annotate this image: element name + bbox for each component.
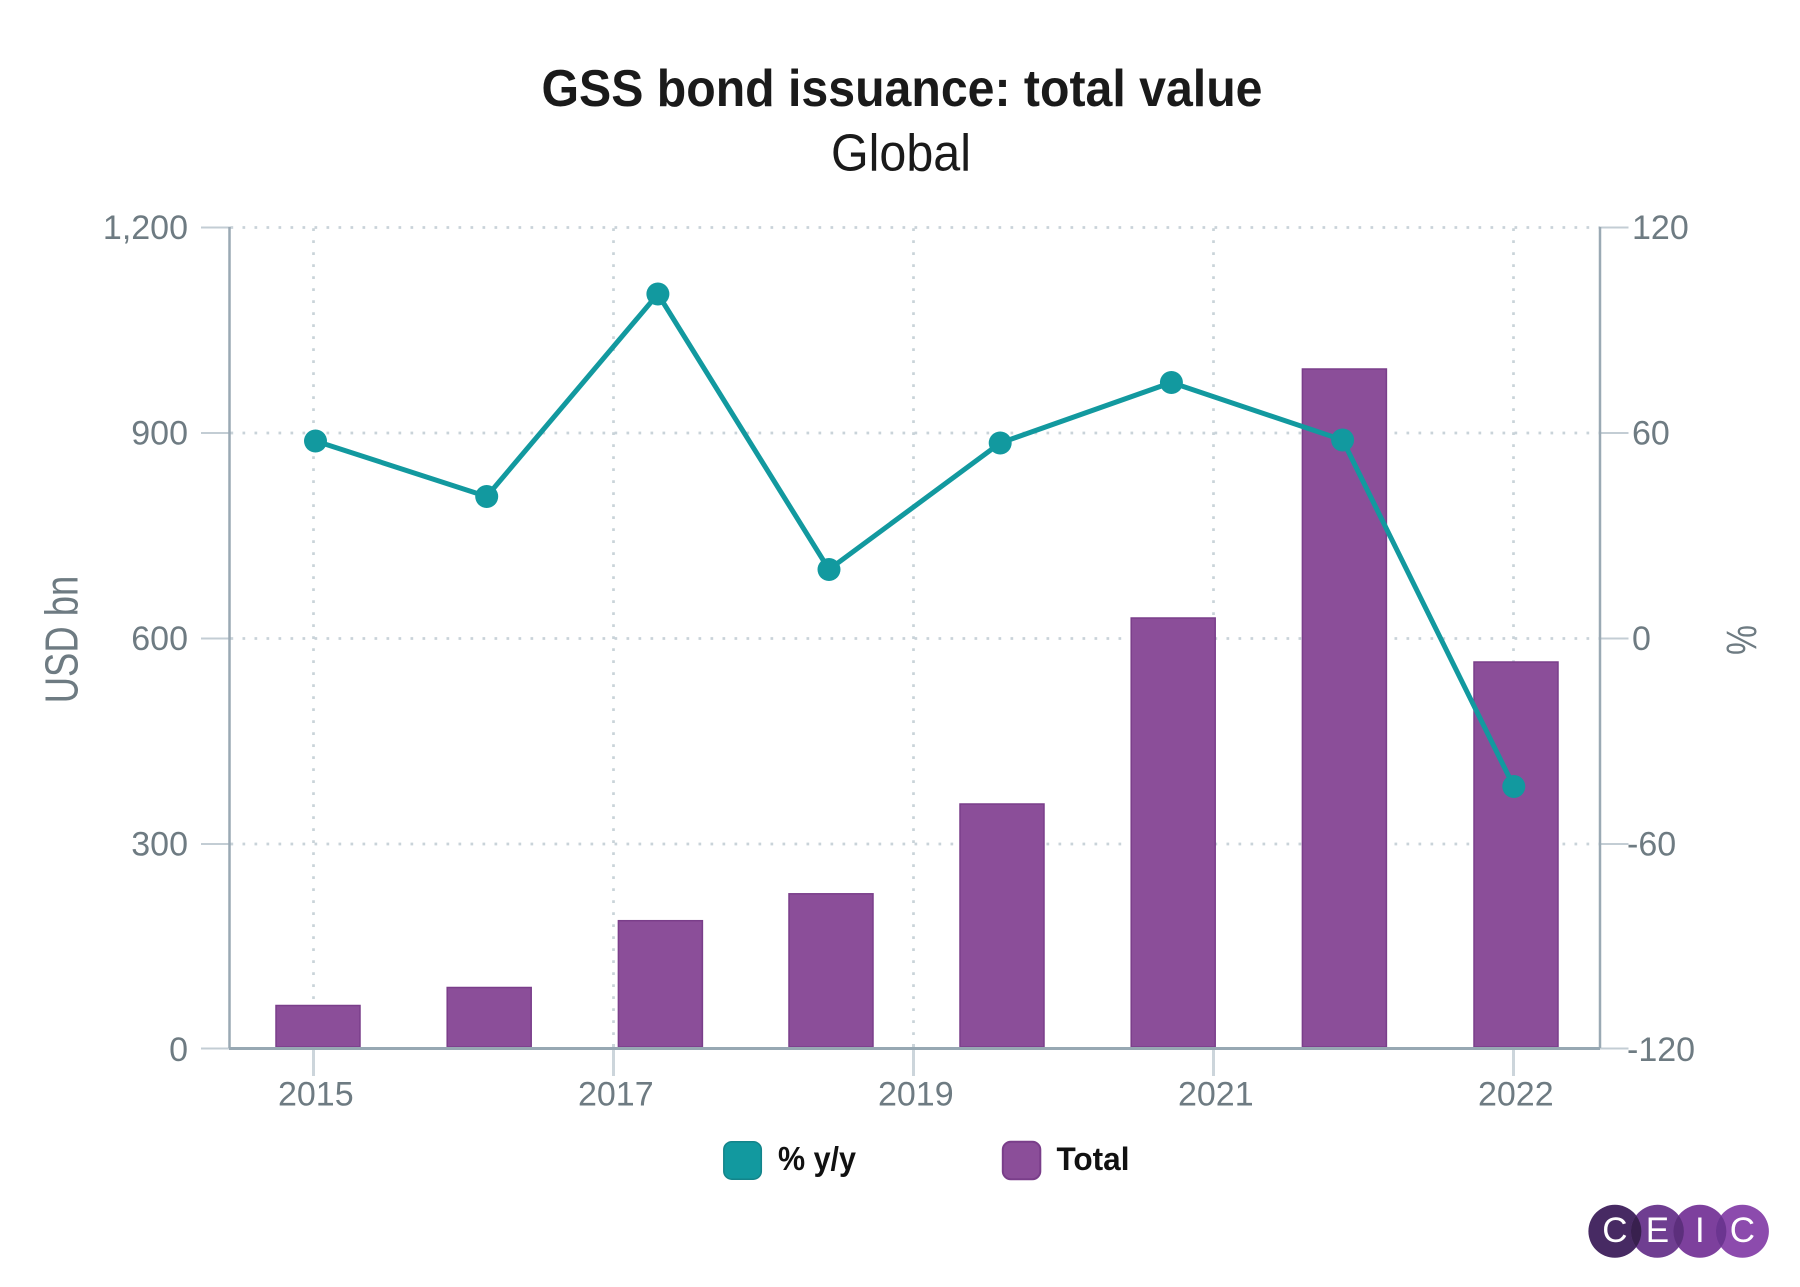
- svg-text:Total: Total: [1057, 1141, 1130, 1177]
- svg-text:E: E: [1646, 1211, 1669, 1250]
- svg-text:GSS bond issuance: total value: GSS bond issuance: total value: [542, 60, 1263, 118]
- svg-text:2017: 2017: [578, 1075, 654, 1113]
- svg-text:0: 0: [1632, 620, 1651, 658]
- svg-text:2022: 2022: [1478, 1075, 1554, 1113]
- svg-text:120: 120: [1632, 209, 1689, 247]
- svg-text:C: C: [1602, 1211, 1627, 1250]
- svg-text:-60: -60: [1627, 826, 1676, 864]
- svg-text:C: C: [1730, 1211, 1755, 1250]
- svg-text:USD bn: USD bn: [36, 576, 88, 704]
- svg-text:%: %: [1719, 625, 1767, 655]
- svg-text:2015: 2015: [278, 1075, 354, 1113]
- svg-text:300: 300: [131, 826, 188, 864]
- svg-text:2019: 2019: [878, 1075, 954, 1113]
- svg-text:I: I: [1695, 1211, 1705, 1250]
- svg-text:900: 900: [131, 415, 188, 453]
- svg-text:Global: Global: [831, 125, 971, 183]
- svg-text:% y/y: % y/y: [778, 1140, 857, 1177]
- svg-text:1,200: 1,200: [103, 209, 188, 247]
- svg-text:0: 0: [169, 1031, 188, 1069]
- svg-text:600: 600: [131, 620, 188, 658]
- svg-text:2021: 2021: [1178, 1075, 1254, 1113]
- svg-text:-120: -120: [1627, 1031, 1695, 1069]
- svg-text:60: 60: [1632, 415, 1670, 453]
